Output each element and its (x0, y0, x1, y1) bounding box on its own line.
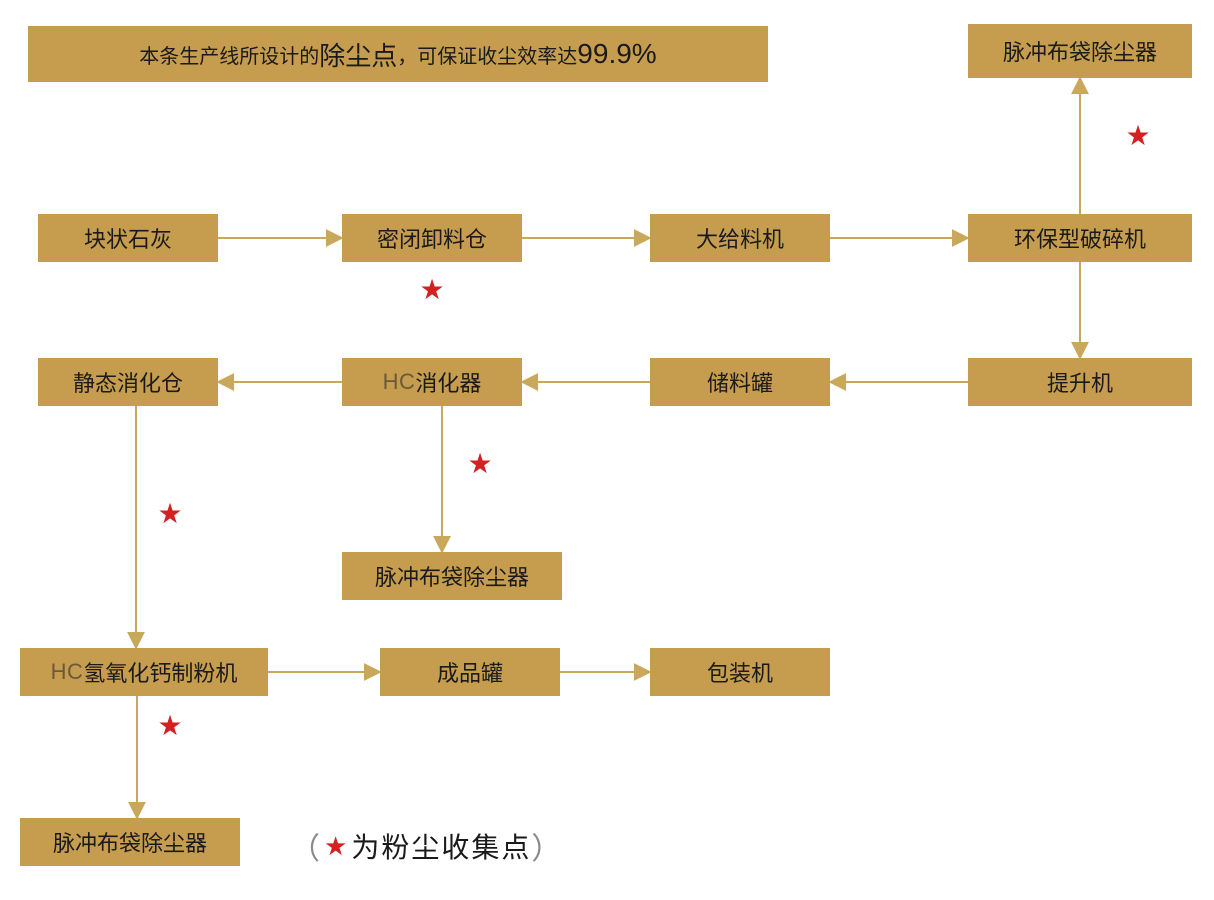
node-tank: 储料罐 (650, 358, 830, 406)
node-label: 脉冲布袋除尘器 (1003, 35, 1157, 67)
node-label: 成品罐 (437, 656, 503, 688)
node-static: 静态消化仓 (38, 358, 218, 406)
node-pack: 包装机 (650, 648, 830, 696)
banner: 本条生产线所设计的除尘点，可保证收尘效率达99.9% (28, 26, 768, 82)
node-label: 密闭卸料仓 (377, 222, 487, 254)
dust-star-icon: ★ (1125, 122, 1150, 150)
node-label: 环保型破碎机 (1014, 222, 1146, 254)
node-silo: 密闭卸料仓 (342, 214, 522, 262)
node-label: 包装机 (707, 656, 773, 688)
node-label: 脉冲布袋除尘器 (53, 826, 207, 858)
node-label: 块状石灰 (84, 222, 172, 254)
legend: （ ★ 为粉尘收集点 ） (290, 824, 561, 868)
legend-paren-close: ） (531, 824, 561, 868)
node-crusher: 环保型破碎机 (968, 214, 1192, 262)
dust-star-icon: ★ (419, 276, 444, 304)
node-label: 大给料机 (696, 222, 784, 254)
node-lime: 块状石灰 (38, 214, 218, 262)
node-label: 提升机 (1047, 366, 1113, 398)
dust-star-icon: ★ (157, 712, 182, 740)
node-feeder: 大给料机 (650, 214, 830, 262)
node-label: 静态消化仓 (73, 366, 183, 398)
legend-paren-open: （ (290, 824, 320, 868)
node-hcdig: HC消化器 (342, 358, 522, 406)
node-prod: 成品罐 (380, 648, 560, 696)
legend-star-icon: ★ (324, 831, 347, 862)
edges-layer (0, 0, 1214, 900)
node-label: 脉冲布袋除尘器 (375, 560, 529, 592)
node-topright: 脉冲布袋除尘器 (968, 24, 1192, 78)
node-mill: HC氢氧化钙制粉机 (20, 648, 268, 696)
dust-star-icon: ★ (467, 450, 492, 478)
node-dust2: 脉冲布袋除尘器 (342, 552, 562, 600)
legend-text: 为粉尘收集点 (351, 826, 531, 866)
node-label: 储料罐 (707, 366, 773, 398)
dust-star-icon: ★ (157, 500, 182, 528)
node-dust3: 脉冲布袋除尘器 (20, 818, 240, 866)
node-elev: 提升机 (968, 358, 1192, 406)
